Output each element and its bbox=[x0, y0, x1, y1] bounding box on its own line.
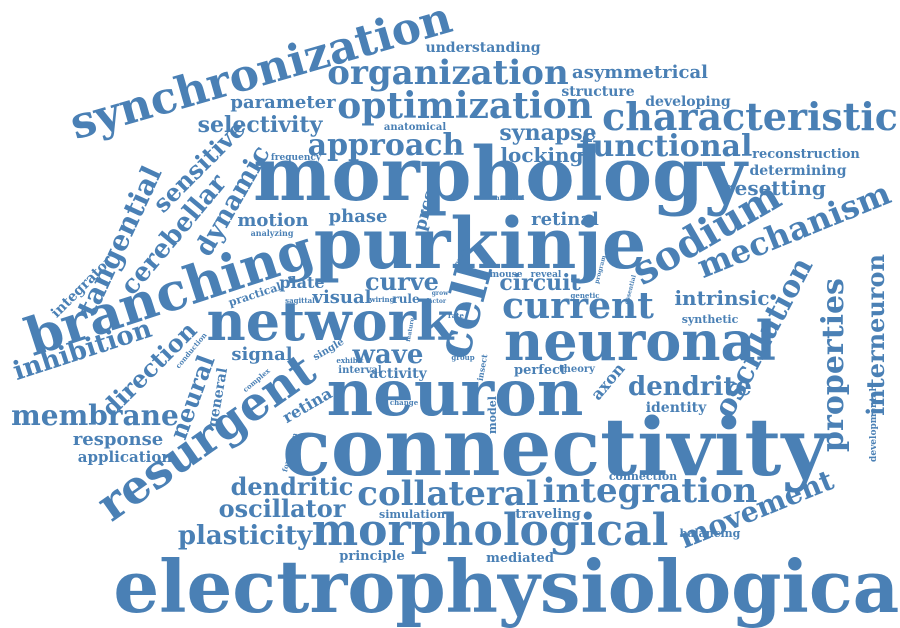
word-factor: factor bbox=[426, 298, 447, 305]
word-rate: rate bbox=[448, 311, 464, 320]
word-interval: interval bbox=[338, 365, 382, 376]
word-synapse: synapse bbox=[499, 120, 596, 146]
word-retinal: retinal bbox=[531, 209, 599, 230]
word-frequency: frequency bbox=[271, 153, 322, 163]
word-morphological: morphological bbox=[312, 505, 669, 556]
word-morphology: morphology bbox=[253, 132, 749, 218]
word-membrane: membrane bbox=[11, 399, 179, 432]
word-theory: theory bbox=[559, 364, 596, 375]
word-visual: visual bbox=[311, 287, 371, 308]
word-change: change bbox=[390, 398, 419, 407]
word-curve: curve bbox=[365, 267, 439, 296]
word-dendrite: dendrite bbox=[628, 372, 752, 402]
word-exhibit: exhibit bbox=[336, 356, 364, 365]
word-mouse: mouse bbox=[490, 270, 523, 280]
word-identity: identity bbox=[646, 400, 707, 416]
word-reveal: reveal bbox=[531, 270, 562, 280]
word-application: application bbox=[78, 448, 173, 466]
word-determining: determining bbox=[749, 163, 846, 179]
word-simulation: simulation bbox=[379, 508, 445, 521]
word-approach: approach bbox=[308, 128, 465, 163]
word-asymmetrical: asymmetrical bbox=[572, 62, 708, 83]
word-balancing: balancing bbox=[680, 527, 741, 540]
word-network: network bbox=[207, 289, 456, 353]
word-reconstruction: reconstruction bbox=[752, 147, 860, 162]
word-artificial: artificial bbox=[496, 195, 525, 202]
word-collateral: collateral bbox=[357, 474, 539, 514]
word-anatomical: anatomical bbox=[384, 122, 446, 133]
word-sagittal: sagittal bbox=[285, 296, 315, 305]
word-optimization: optimization bbox=[337, 85, 593, 127]
word-wave: wave bbox=[352, 340, 424, 370]
word-plasticity: plasticity bbox=[178, 521, 313, 551]
word-principle: principle bbox=[339, 549, 404, 564]
word-understanding: understanding bbox=[425, 40, 540, 56]
word-signal: signal bbox=[231, 344, 292, 365]
word-response: response bbox=[73, 429, 163, 450]
word-plate: plate bbox=[279, 273, 324, 292]
word-interneuron: interneuron bbox=[861, 254, 890, 416]
word-connection: connection bbox=[609, 470, 677, 483]
word-neuronal: neuronal bbox=[504, 309, 776, 373]
word-current: current bbox=[502, 285, 654, 327]
word-phase: phase bbox=[329, 206, 388, 227]
word-group: group bbox=[451, 353, 474, 362]
word-activity: activity bbox=[369, 366, 427, 382]
word-perfect: perfect bbox=[514, 363, 566, 378]
word-parameter: parameter bbox=[230, 92, 336, 113]
word-resetting: resetting bbox=[724, 176, 826, 200]
word-dendritic: dendritic bbox=[231, 472, 354, 501]
word-developing: developing bbox=[645, 94, 731, 110]
word-wiring: wiring bbox=[368, 295, 394, 304]
word-grow: grow bbox=[432, 290, 449, 297]
word-selectivity: selectivity bbox=[198, 112, 324, 138]
word-electrophysiological: electrophysiological bbox=[113, 544, 900, 628]
word-developmental: developmental bbox=[869, 387, 879, 461]
word-functional: functional bbox=[580, 129, 753, 164]
word-rule: rule bbox=[392, 292, 420, 306]
word-locking: locking bbox=[500, 143, 583, 167]
word-neuron: neuron bbox=[327, 356, 584, 431]
word-mediated: mediated bbox=[486, 551, 554, 566]
word-circuit: circuit bbox=[499, 270, 581, 296]
word-insect: insect bbox=[475, 353, 490, 382]
word-intrinsic: intrinsic bbox=[674, 286, 769, 310]
word-characteristic: characteristic bbox=[602, 94, 898, 139]
word-feature: feature bbox=[405, 317, 416, 342]
word-structure: structure bbox=[561, 84, 634, 100]
word-motion: motion bbox=[237, 210, 308, 231]
word-connectivity: connectivity bbox=[282, 400, 830, 494]
word-oscillator: oscillator bbox=[219, 494, 346, 523]
word-traveling: traveling bbox=[515, 507, 581, 522]
word-purkinje: purkinje bbox=[314, 202, 647, 285]
word-model: model bbox=[486, 396, 499, 434]
word-genetic: genetic bbox=[570, 291, 599, 300]
word-integration: integration bbox=[543, 471, 758, 511]
word-analyzing: analyzing bbox=[251, 228, 294, 238]
word-organization: organization bbox=[327, 53, 568, 93]
word-properties: properties bbox=[816, 278, 851, 452]
word-synthetic: synthetic bbox=[682, 313, 739, 326]
